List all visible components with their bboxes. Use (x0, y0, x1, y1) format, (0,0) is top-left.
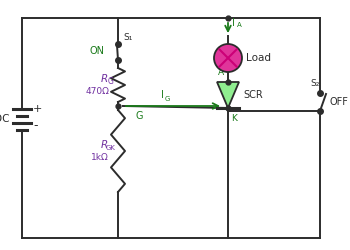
Text: +: + (33, 104, 42, 114)
Text: A: A (218, 68, 224, 77)
Polygon shape (217, 82, 239, 108)
Text: -: - (33, 120, 37, 132)
Text: I: I (232, 18, 235, 28)
Text: 1kΩ: 1kΩ (91, 154, 109, 162)
Text: ON: ON (89, 46, 104, 56)
Circle shape (214, 44, 242, 72)
Text: S₂: S₂ (310, 79, 320, 88)
Text: I: I (161, 90, 164, 100)
Text: 470Ω: 470Ω (85, 88, 109, 96)
Text: GK: GK (105, 145, 115, 151)
Text: OFF: OFF (330, 97, 349, 107)
Text: SCR: SCR (243, 90, 263, 100)
Text: Load: Load (246, 53, 271, 63)
Text: S₁: S₁ (123, 33, 132, 42)
Text: K: K (231, 114, 237, 123)
Text: A: A (237, 22, 242, 28)
Text: G: G (108, 78, 114, 86)
Text: R: R (101, 140, 108, 150)
Text: G: G (165, 96, 170, 102)
Text: VDC: VDC (0, 114, 10, 124)
Text: R: R (101, 74, 108, 84)
Text: G: G (136, 111, 144, 121)
